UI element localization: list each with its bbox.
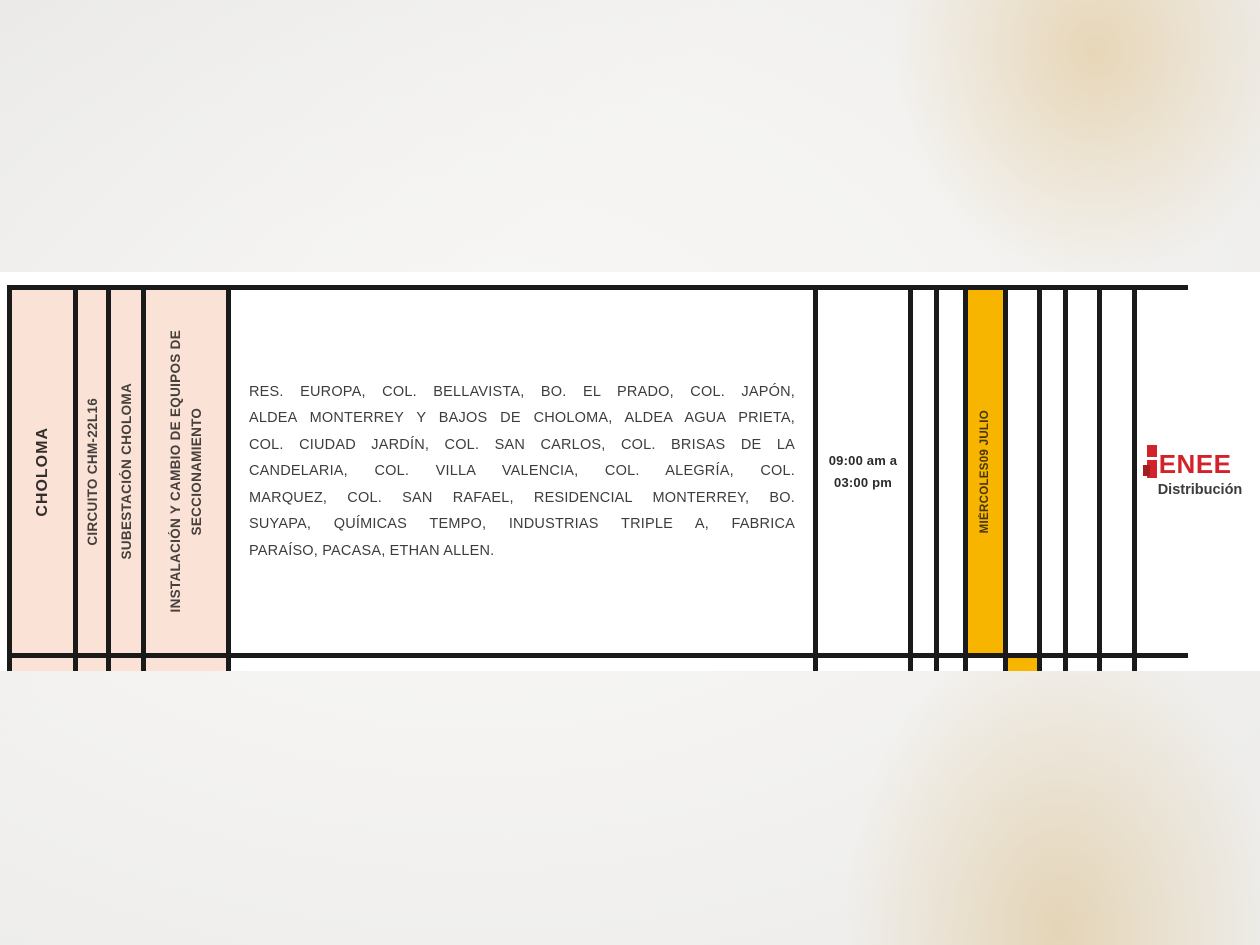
- document-strip: CHOLOMA CIRCUITO CHM-22L16 SUBESTACIÓN C…: [0, 272, 1260, 671]
- next-row-cell: [939, 658, 963, 671]
- cell-circuit: CIRCUITO CHM-22L16: [78, 290, 106, 653]
- cell-municipality: CHOLOMA: [12, 290, 73, 653]
- cell-empty-6: [1102, 290, 1132, 653]
- cell-work-type: INSTALACIÓN Y CAMBIO DE EQUIPOS DE SECCI…: [146, 290, 226, 653]
- next-row-cell: [78, 658, 106, 671]
- cell-empty-1: [913, 290, 934, 653]
- cell-empty-2: [939, 290, 963, 653]
- next-row-cell: [968, 658, 1003, 671]
- work-type-label: INSTALACIÓN Y CAMBIO DE EQUIPOS DE SECCI…: [168, 330, 204, 613]
- cell-empty-3: [1008, 290, 1037, 653]
- next-row-cell: [818, 658, 908, 671]
- next-row-cell: [1102, 658, 1132, 671]
- time-end: 03:00 pm: [834, 474, 892, 490]
- next-row-cell: [146, 658, 226, 671]
- outage-table: CHOLOMA CIRCUITO CHM-22L16 SUBESTACIÓN C…: [7, 285, 1248, 671]
- cell-brand-logo: ENEE Distribución: [1137, 290, 1248, 653]
- cell-empty-5: [1068, 290, 1097, 653]
- affected-areas-line: MARQUEZ, COL. SAN RAFAEL, RESIDENCIAL MO…: [249, 489, 795, 506]
- next-row-cell: [231, 658, 813, 671]
- circuit-label: CIRCUITO CHM-22L16: [84, 397, 100, 546]
- cell-empty-4: [1042, 290, 1063, 653]
- affected-areas-line: COL. CIUDAD JARDÍN, COL. SAN CARLOS, COL…: [249, 436, 795, 453]
- next-row-cell: [913, 658, 934, 671]
- affected-areas-line: PARAÍSO, PACASA, ETHAN ALLEN.: [249, 542, 495, 559]
- cell-outage-date: MIÉRCOLES09 JULIO: [968, 290, 1003, 653]
- outage-date-label: MIÉRCOLES09 JULIO: [979, 409, 991, 534]
- enee-logo: ENEE Distribución: [1142, 445, 1243, 498]
- enee-wordmark: ENEE: [1158, 449, 1232, 479]
- next-row-cell: [12, 658, 73, 671]
- affected-areas-line: RES. EUROPA, COL. BELLAVISTA, BO. EL PRA…: [249, 383, 795, 400]
- time-start: 09:00 am a: [828, 452, 898, 468]
- substation-label: SUBESTACIÓN CHOLOMA: [118, 383, 134, 560]
- cell-time-range: 09:00 am a 03:00 pm: [818, 290, 908, 653]
- next-row-cell: [1137, 658, 1248, 671]
- affected-areas-line: ALDEA MONTERREY Y BAJOS DE CHOLOMA, ALDE…: [249, 410, 795, 427]
- next-row-cell: [1068, 658, 1097, 671]
- cell-substation: SUBESTACIÓN CHOLOMA: [111, 290, 141, 653]
- enee-flame-icon: [1142, 445, 1157, 483]
- cell-affected-areas: RES. EUROPA, COL. BELLAVISTA, BO. EL PRA…: [231, 290, 813, 653]
- affected-areas-line: CANDELARIA, COL. VILLA VALENCIA, COL. AL…: [249, 463, 795, 480]
- next-row-highlight-cell: [1008, 658, 1037, 671]
- next-row-cell: [111, 658, 141, 671]
- affected-areas-line: SUYAPA, QUÍMICAS TEMPO, INDUSTRIAS TRIPL…: [249, 516, 795, 533]
- municipality-label: CHOLOMA: [34, 426, 51, 517]
- next-row-cell: [1042, 658, 1063, 671]
- enee-subtitle: Distribución: [1157, 482, 1243, 498]
